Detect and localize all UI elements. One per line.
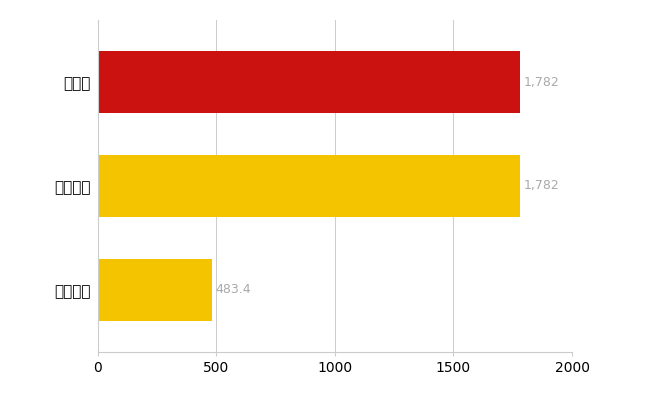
Bar: [98, 51, 520, 113]
Bar: [98, 259, 212, 321]
Text: 1,782: 1,782: [524, 76, 560, 89]
Text: 483.4: 483.4: [216, 283, 252, 296]
Bar: [98, 155, 520, 217]
Text: 1,782: 1,782: [524, 180, 560, 192]
